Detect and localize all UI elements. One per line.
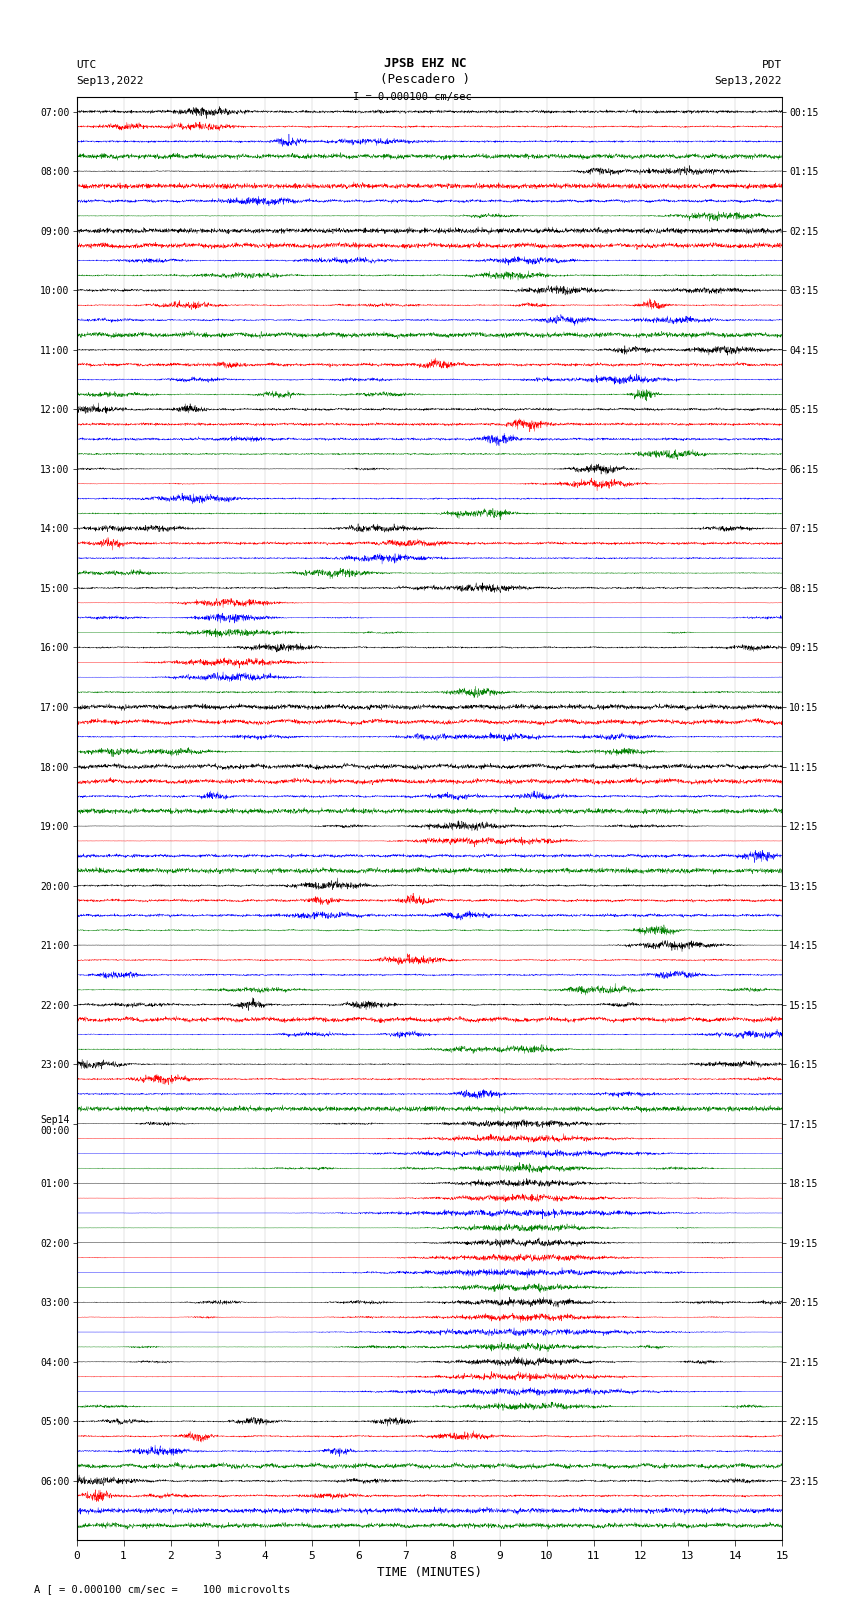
- Text: PDT: PDT: [762, 60, 782, 71]
- X-axis label: TIME (MINUTES): TIME (MINUTES): [377, 1566, 482, 1579]
- Text: UTC: UTC: [76, 60, 97, 71]
- Text: (Pescadero ): (Pescadero ): [380, 73, 470, 85]
- Text: I = 0.000100 cm/sec: I = 0.000100 cm/sec: [353, 92, 472, 102]
- Text: Sep13,2022: Sep13,2022: [715, 76, 782, 85]
- Text: A [ = 0.000100 cm/sec =    100 microvolts: A [ = 0.000100 cm/sec = 100 microvolts: [34, 1584, 290, 1594]
- Text: Sep13,2022: Sep13,2022: [76, 76, 144, 85]
- Text: JPSB EHZ NC: JPSB EHZ NC: [383, 56, 467, 71]
